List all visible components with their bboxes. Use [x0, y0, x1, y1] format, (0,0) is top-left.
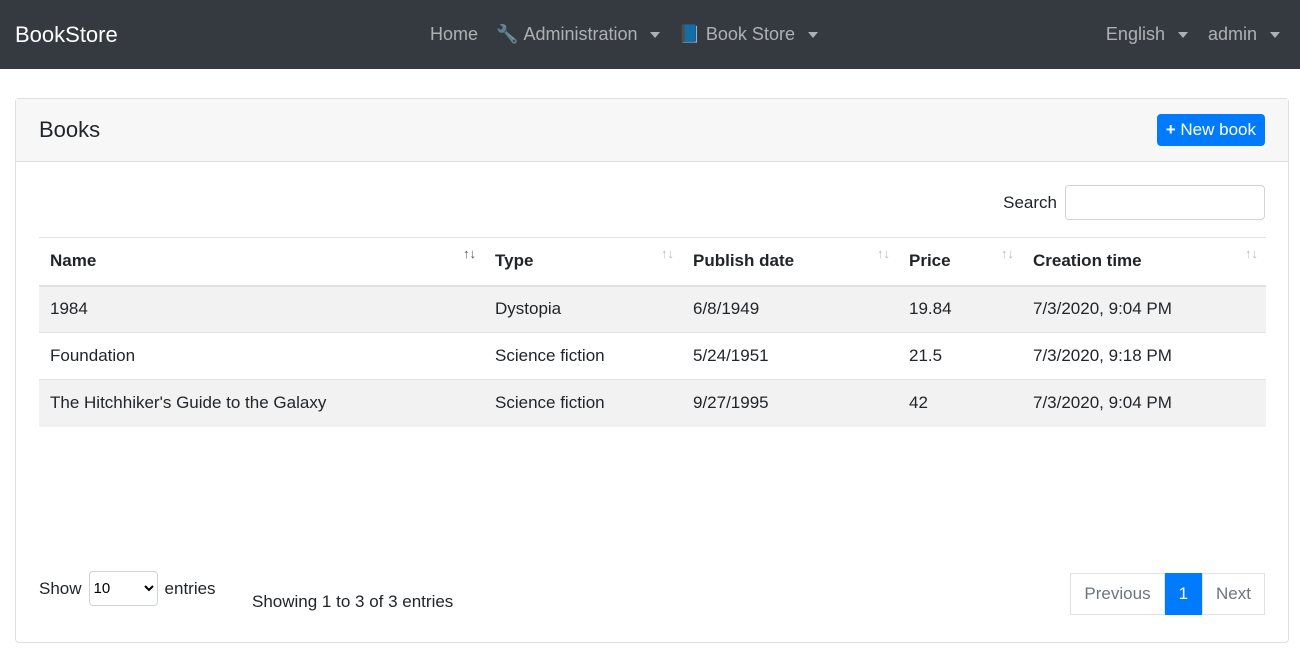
- column-header-creation-time[interactable]: Creation time ↑↓: [1022, 237, 1266, 287]
- wrench-icon: 🔧: [496, 24, 519, 44]
- card-header: Books + New book: [16, 99, 1288, 162]
- nav-administration[interactable]: 🔧 Administration: [496, 24, 661, 45]
- books-card: Books + New book Search Name ↑↓ Type ↑↓ Pu…: [15, 98, 1289, 643]
- search: Search: [1003, 185, 1265, 220]
- books-table: Name ↑↓ Type ↑↓ Publish date ↑↓ Price ↑↓ Cre…: [39, 237, 1266, 427]
- column-header-publish-date[interactable]: Publish date ↑↓: [682, 237, 898, 287]
- cell-type: Science fiction: [484, 379, 682, 427]
- previous-button[interactable]: Previous: [1070, 573, 1165, 615]
- page-size-select[interactable]: 10: [88, 571, 158, 606]
- cell-publish-date: 9/27/1995: [682, 379, 898, 427]
- table-row[interactable]: The Hitchhiker's Guide to the Galaxy Scie…: [39, 379, 1266, 427]
- column-header-type[interactable]: Type ↑↓: [484, 237, 682, 287]
- nav-book-store-label: Book Store: [705, 24, 795, 44]
- cell-creation-time: 7/3/2020, 9:04 PM: [1022, 285, 1266, 333]
- search-label: Search: [1003, 192, 1057, 212]
- search-input[interactable]: [1065, 185, 1265, 220]
- cell-price: 21.5: [898, 332, 1022, 380]
- nav-home-label: Home: [430, 24, 479, 44]
- page-title: Books: [39, 117, 101, 142]
- cell-publish-date: 6/8/1949: [682, 285, 898, 333]
- new-book-button[interactable]: + New book: [1156, 114, 1265, 146]
- table-row[interactable]: Foundation Science fiction 5/24/1951 21.5 7/…: [39, 332, 1266, 380]
- next-button[interactable]: Next: [1202, 573, 1265, 615]
- column-header-price[interactable]: Price ↑↓: [898, 237, 1022, 287]
- table-info: Showing 1 to 3 of 3 entries: [252, 592, 454, 611]
- sort-asc-icon: ↑↓: [463, 246, 476, 261]
- new-book-label: New book: [1180, 120, 1256, 139]
- nav-administration-label: Administration: [523, 24, 638, 44]
- language-dropdown[interactable]: English: [1106, 24, 1188, 45]
- sort-icon: ↑↓: [661, 246, 674, 261]
- page-1-button[interactable]: 1: [1164, 573, 1203, 615]
- caret-down-icon: [807, 31, 818, 38]
- show-label: Show: [39, 578, 82, 598]
- column-header-name[interactable]: Name ↑↓: [39, 237, 484, 287]
- book-icon: 📘: [678, 24, 701, 44]
- cell-name: 1984: [39, 285, 484, 333]
- cell-name: The Hitchhiker's Guide to the Galaxy: [39, 379, 484, 427]
- caret-down-icon: [650, 31, 661, 38]
- header-label: Publish date: [693, 251, 795, 271]
- header-label: Name: [50, 251, 97, 271]
- cell-creation-time: 7/3/2020, 9:04 PM: [1022, 379, 1266, 427]
- plus-icon: +: [1165, 120, 1176, 139]
- caret-down-icon: [1270, 31, 1280, 38]
- sort-icon: ↑↓: [1001, 246, 1014, 261]
- cell-publish-date: 5/24/1951: [682, 332, 898, 380]
- nav-home[interactable]: Home: [430, 24, 478, 45]
- cell-name: Foundation: [39, 332, 484, 380]
- cell-type: Dystopia: [484, 285, 682, 333]
- header-label: Type: [495, 251, 534, 271]
- entries-label: entries: [164, 578, 216, 598]
- brand[interactable]: BookStore: [15, 21, 118, 47]
- header-label: Price: [909, 251, 951, 271]
- user-label: admin: [1207, 24, 1257, 44]
- page-length: Show 10 entries: [39, 571, 216, 606]
- nav-book-store[interactable]: 📘 Book Store: [678, 24, 818, 45]
- navbar: BookStore Home 🔧 Administration 📘 Book Sto…: [0, 0, 1300, 69]
- sort-icon: ↑↓: [1245, 246, 1258, 261]
- header-label: Creation time: [1033, 251, 1142, 271]
- sort-icon: ↑↓: [877, 246, 890, 261]
- cell-price: 19.84: [898, 285, 1022, 333]
- language-label: English: [1105, 24, 1165, 44]
- cell-price: 42: [898, 379, 1022, 427]
- user-dropdown[interactable]: admin: [1208, 24, 1280, 45]
- cell-type: Science fiction: [484, 332, 682, 380]
- table-row[interactable]: 1984 Dystopia 6/8/1949 19.84 7/3/2020, 9:04 …: [39, 285, 1266, 333]
- caret-down-icon: [1177, 31, 1188, 38]
- cell-creation-time: 7/3/2020, 9:18 PM: [1022, 332, 1266, 380]
- pagination: Previous 1 Next: [1070, 573, 1265, 615]
